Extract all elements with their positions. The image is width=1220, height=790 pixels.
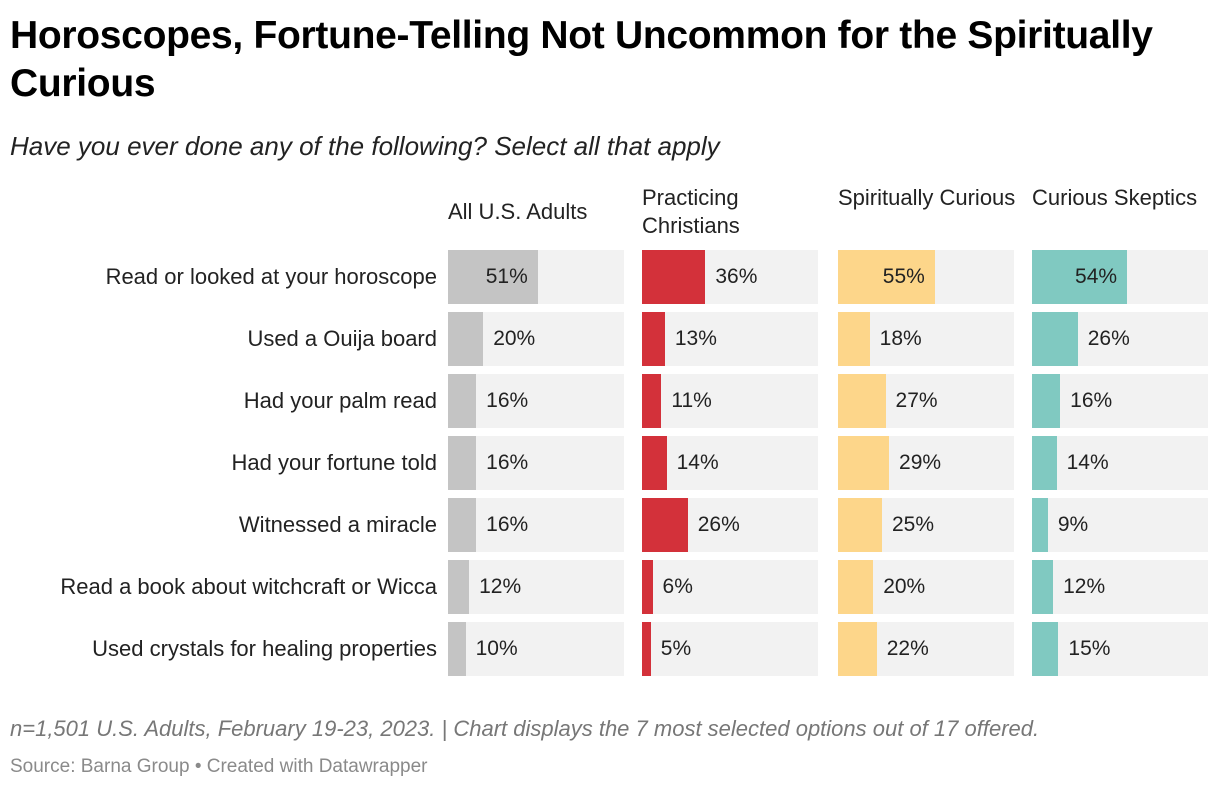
value-label: 5% xyxy=(660,637,692,660)
bar-spiritually-curious xyxy=(838,436,890,490)
bar-curious-skeptics xyxy=(1032,560,1054,614)
column-header-spiritually-curious: Spiritually Curious xyxy=(838,185,1016,210)
value-label: 10% xyxy=(475,637,518,660)
bar-track: 20% xyxy=(448,312,624,366)
value-label: 18% xyxy=(879,327,922,350)
value-label: 55% xyxy=(882,265,925,288)
bar-spiritually-curious xyxy=(838,622,877,676)
value-label: 26% xyxy=(697,513,740,536)
value-label: 16% xyxy=(1070,389,1113,412)
value-label: 20% xyxy=(493,327,536,350)
row-label: Had your fortune told xyxy=(231,450,437,475)
value-label: 25% xyxy=(892,513,935,536)
bar-practicing-christians xyxy=(642,312,665,366)
bar-all-u-s-adults xyxy=(448,498,477,552)
bar-track: 18% xyxy=(838,312,1014,366)
value-label: 15% xyxy=(1068,637,1111,660)
bar-track: 26% xyxy=(1032,312,1208,366)
column-header-all-u-s-adults: All U.S. Adults xyxy=(448,199,588,224)
bar-track: 10% xyxy=(448,622,624,676)
row-label: Read or looked at your horoscope xyxy=(105,264,437,289)
bar-track: 51% xyxy=(448,250,624,304)
bar-track: 6% xyxy=(642,560,818,614)
value-label: 9% xyxy=(1057,513,1089,536)
bar-all-u-s-adults xyxy=(448,374,477,428)
bar-all-u-s-adults xyxy=(448,312,484,366)
bar-practicing-christians xyxy=(642,250,706,304)
bar-practicing-christians xyxy=(642,498,688,552)
value-label: 6% xyxy=(662,575,693,598)
bar-practicing-christians xyxy=(642,560,653,614)
bar-practicing-christians xyxy=(642,436,667,490)
bar-track: 22% xyxy=(838,622,1014,676)
bar-all-u-s-adults xyxy=(448,560,470,614)
bar-spiritually-curious xyxy=(838,498,882,552)
chart-source: Source: Barna Group • Created with Dataw… xyxy=(10,756,428,777)
bar-spiritually-curious xyxy=(838,312,870,366)
bar-track: 12% xyxy=(1032,560,1208,614)
value-label: 14% xyxy=(676,451,719,474)
bar-all-u-s-adults xyxy=(448,622,466,676)
bar-track: 14% xyxy=(642,436,818,490)
bar-track: 29% xyxy=(838,436,1014,490)
bar-track: 16% xyxy=(448,498,624,552)
bar-curious-skeptics xyxy=(1032,622,1059,676)
chart-title: Horoscopes, Fortune-Telling Not Uncommon… xyxy=(10,14,1153,105)
value-label: 51% xyxy=(485,265,528,288)
column-header-curious-skeptics: Curious Skeptics xyxy=(1032,185,1198,210)
value-label: 12% xyxy=(1063,575,1106,598)
bar-track: 14% xyxy=(1032,436,1208,490)
value-label: 16% xyxy=(486,513,529,536)
value-label: 12% xyxy=(479,575,522,598)
bar-curious-skeptics xyxy=(1032,498,1048,552)
bar-track: 36% xyxy=(642,250,818,304)
value-label: 27% xyxy=(895,389,938,412)
row-label: Had your palm read xyxy=(243,388,437,413)
value-label: 16% xyxy=(486,389,529,412)
bar-track: 25% xyxy=(838,498,1014,552)
bar-curious-skeptics xyxy=(1032,374,1061,428)
bar-all-u-s-adults xyxy=(448,250,538,304)
row-label: Used a Ouija board xyxy=(247,326,437,351)
bar-practicing-christians xyxy=(642,374,662,428)
chart-notes: n=1,501 U.S. Adults, February 19-23, 202… xyxy=(10,716,1040,741)
bar-track: 20% xyxy=(838,560,1014,614)
value-label: 22% xyxy=(886,637,929,660)
value-label: 29% xyxy=(899,451,942,474)
value-label: 36% xyxy=(715,265,758,288)
bar-spiritually-curious xyxy=(838,560,874,614)
row-label: Read a book about witchcraft or Wicca xyxy=(60,574,437,599)
bar-practicing-christians xyxy=(642,622,651,676)
row-label: Witnessed a miracle xyxy=(238,512,437,537)
bar-spiritually-curious xyxy=(838,374,886,428)
value-label: 16% xyxy=(486,451,529,474)
value-label: 26% xyxy=(1087,327,1130,350)
bar-curious-skeptics xyxy=(1032,250,1128,304)
bar-track: 11% xyxy=(642,374,818,428)
bar-all-u-s-adults xyxy=(448,436,477,490)
bar-curious-skeptics xyxy=(1032,436,1057,490)
value-label: 54% xyxy=(1075,265,1118,288)
value-label: 11% xyxy=(671,389,712,412)
bar-track: 5% xyxy=(642,622,818,676)
value-label: 20% xyxy=(883,575,926,598)
bar-track: 13% xyxy=(642,312,818,366)
bar-track: 54% xyxy=(1032,250,1208,304)
bar-track: 12% xyxy=(448,560,624,614)
bar-track: 27% xyxy=(838,374,1014,428)
value-label: 13% xyxy=(674,327,717,350)
bar-track: 16% xyxy=(1032,374,1208,428)
bar-track: 9% xyxy=(1032,498,1208,552)
bar-track: 26% xyxy=(642,498,818,552)
chart-subtitle: Have you ever done any of the following?… xyxy=(10,131,720,161)
bar-spiritually-curious xyxy=(838,250,935,304)
bar-track: 16% xyxy=(448,436,624,490)
row-label: Used crystals for healing properties xyxy=(92,636,437,661)
bar-curious-skeptics xyxy=(1032,312,1078,366)
bar-track: 55% xyxy=(838,250,1014,304)
bar-track: 15% xyxy=(1032,622,1208,676)
bar-track: 16% xyxy=(448,374,624,428)
value-label: 14% xyxy=(1066,451,1109,474)
column-header-practicing-christians: Practicing Christians xyxy=(642,185,740,238)
